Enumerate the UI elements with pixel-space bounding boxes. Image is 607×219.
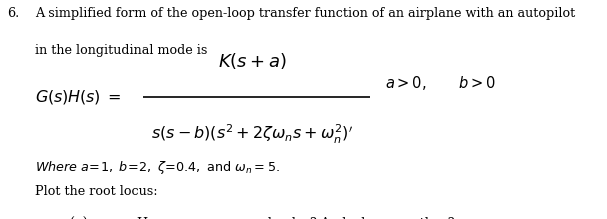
Text: in the longitudinal mode is: in the longitudinal mode is: [35, 44, 208, 57]
Text: $a > 0,$: $a > 0,$: [385, 74, 427, 92]
Text: Plot the root locus:: Plot the root locus:: [35, 185, 158, 198]
Text: $b > 0$: $b > 0$: [458, 75, 496, 91]
Text: (a): (a): [70, 217, 87, 219]
Text: 6.: 6.: [7, 7, 19, 19]
Text: $s(s - b)(s^2 + 2\zeta\omega_n s + \omega_n^2)'$: $s(s - b)(s^2 + 2\zeta\omega_n s + \omeg…: [151, 123, 353, 146]
Text: How many zeros and poles? And where are they?: How many zeros and poles? And where are …: [137, 217, 454, 219]
Text: $\mathit{Where}\ a\!=\!1,\ b\!=\!2,\ \zeta\!=\!0.4,\ \mathrm{and}\ \omega_n = 5.: $\mathit{Where}\ a\!=\!1,\ b\!=\!2,\ \ze…: [35, 159, 280, 176]
Text: $K(s + a)$: $K(s + a)$: [217, 51, 287, 71]
Text: $G(s)H(s)\;=$: $G(s)H(s)\;=$: [35, 88, 121, 106]
Text: A simplified form of the open-loop transfer function of an airplane with an auto: A simplified form of the open-loop trans…: [35, 7, 575, 19]
